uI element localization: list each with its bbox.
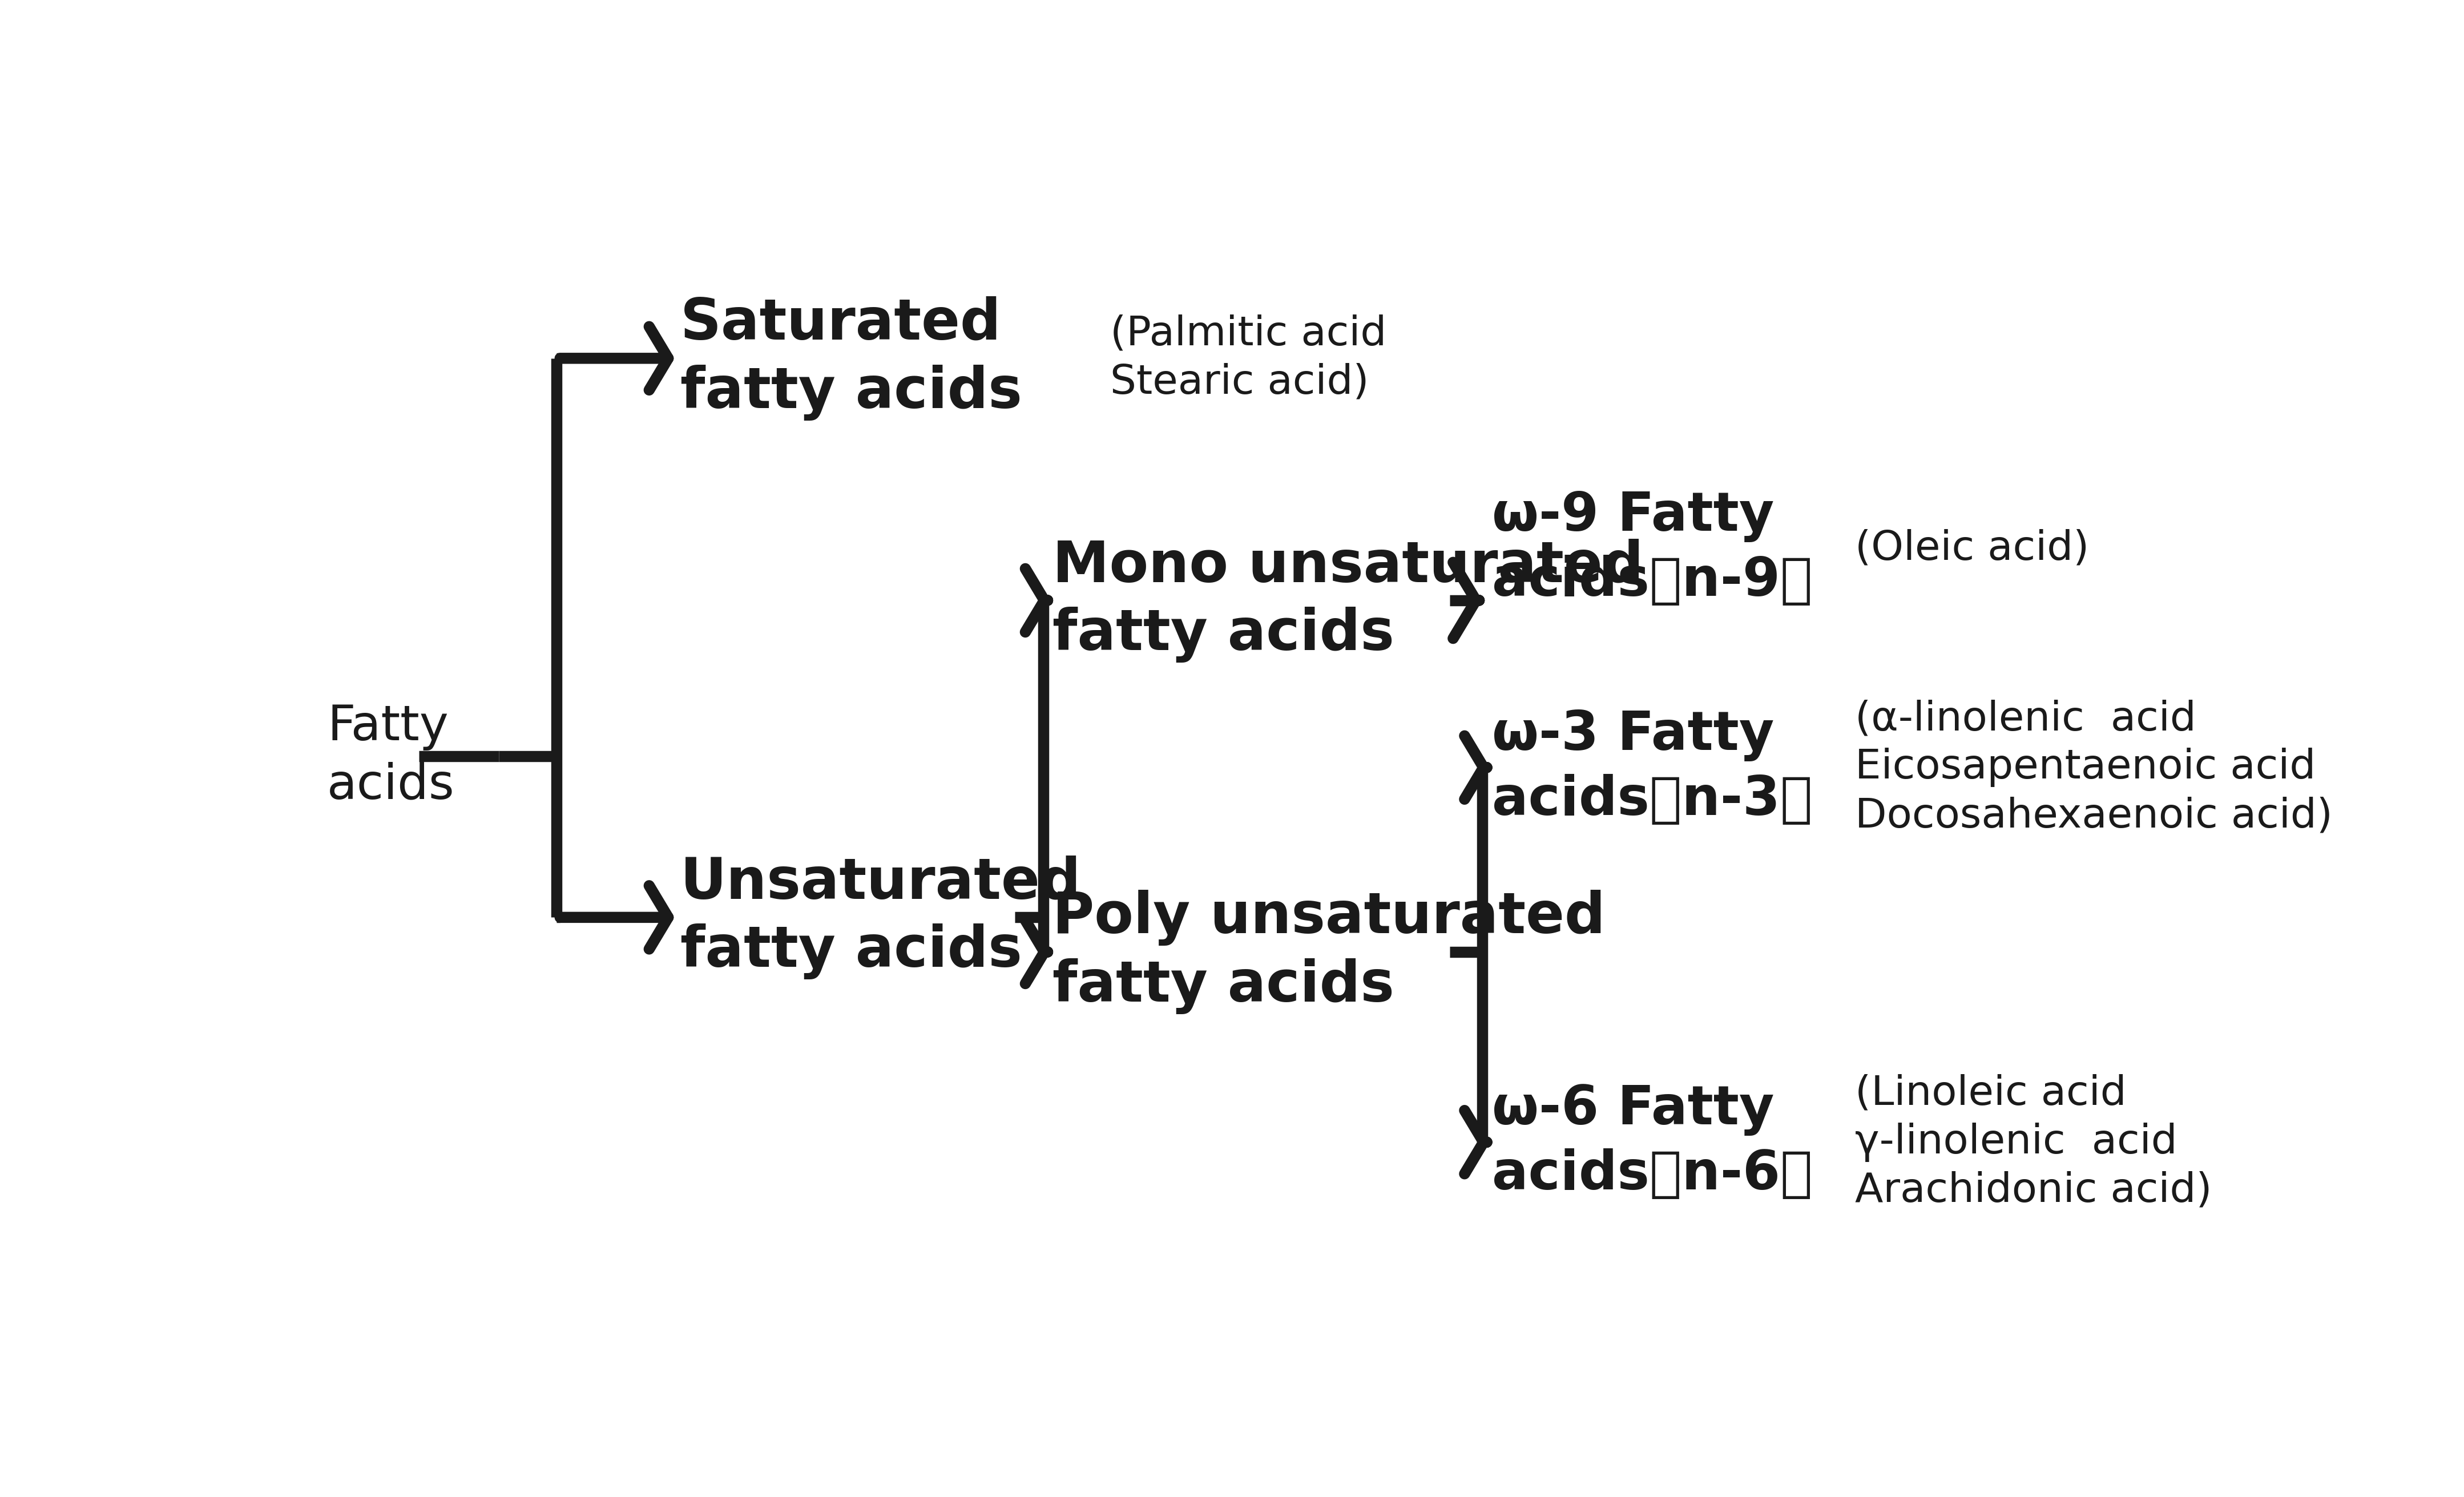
- Text: (Linoleic acid
γ-linolenic  acid
Arachidonic acid): (Linoleic acid γ-linolenic acid Arachido…: [1855, 1073, 2213, 1211]
- Text: Saturated
fatty acids: Saturated fatty acids: [680, 296, 1023, 421]
- Text: ω-9 Fatty
acids（n-9）: ω-9 Fatty acids（n-9）: [1493, 490, 1814, 608]
- Text: Unsaturated
fatty acids: Unsaturated fatty acids: [680, 855, 1082, 979]
- Text: Fatty
acids: Fatty acids: [328, 704, 456, 808]
- Text: Mono unsaturated
fatty acids: Mono unsaturated fatty acids: [1052, 539, 1643, 663]
- Text: (Oleic acid): (Oleic acid): [1855, 528, 2089, 569]
- Text: ω-6 Fatty
acids（n-6）: ω-6 Fatty acids（n-6）: [1493, 1084, 1814, 1201]
- Text: Poly unsaturated
fatty acids: Poly unsaturated fatty acids: [1052, 889, 1607, 1015]
- Text: ω-3 Fatty
acids（n-3）: ω-3 Fatty acids（n-3）: [1493, 710, 1814, 826]
- Text: (α-linolenic  acid
Eicosapentaenoic acid
Docosahexaenoic acid): (α-linolenic acid Eicosapentaenoic acid …: [1855, 699, 2333, 835]
- Text: (Palmitic acid
Stearic acid): (Palmitic acid Stearic acid): [1109, 314, 1387, 403]
